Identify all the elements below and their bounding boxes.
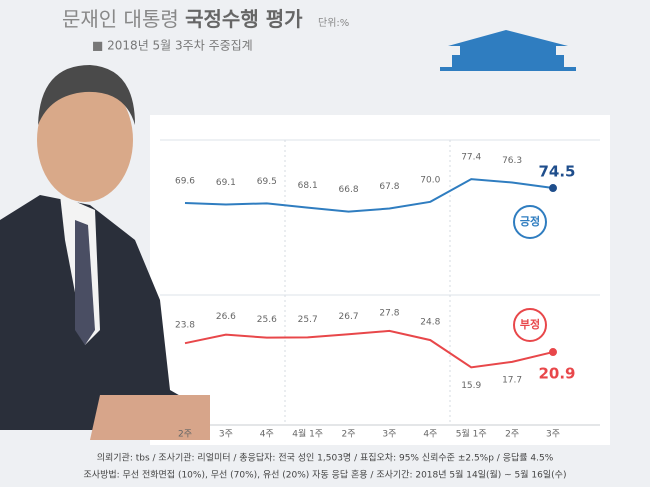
value-label: 69.1 <box>216 178 236 188</box>
point <box>549 184 557 193</box>
value-label: 27.8 <box>379 308 399 318</box>
legend-label: 부정 <box>520 317 540 331</box>
value-label: 20.9 <box>538 365 575 383</box>
value-label: 76.3 <box>502 156 522 166</box>
value-label: 25.6 <box>257 315 277 325</box>
legend-bubble <box>513 308 547 342</box>
value-label: 66.8 <box>339 185 359 195</box>
x-tick-label: 3주 <box>382 429 396 440</box>
x-tick-label: 2주 <box>178 429 192 440</box>
title-bold: 국정수행 평가 <box>185 7 303 31</box>
plot-area <box>150 115 610 445</box>
value-label: 23.8 <box>175 321 195 331</box>
photo <box>0 65 210 440</box>
value-label: 68.1 <box>298 181 318 191</box>
x-tick-label: 3주 <box>219 429 233 440</box>
line <box>184 329 554 369</box>
value-label: 25.7 <box>298 315 318 325</box>
value-label: 24.8 <box>420 318 440 328</box>
x-tick-label: 4주 <box>260 429 274 440</box>
value-label: 77.4 <box>461 153 481 163</box>
value-label: 69.6 <box>175 177 195 187</box>
x-tick-label: 2주 <box>342 429 356 440</box>
value-label: 69.5 <box>257 177 277 187</box>
subtitle: ■ 2018년 5월 3주차 주중집계 <box>92 39 253 53</box>
x-tick-label: 4월 1주 <box>292 428 323 440</box>
x-tick-label: 2주 <box>505 429 519 440</box>
footnote: 의뢰기관: tbs / 조사기관: 리얼미터 / 총응답자: 전국 성인 1,5… <box>97 452 554 464</box>
value-label: 15.9 <box>461 381 481 391</box>
x-tick-label: 5월 1주 <box>456 428 487 440</box>
logo <box>440 30 576 71</box>
x-tick-label: 4주 <box>423 429 437 440</box>
value-label: 74.5 <box>538 163 575 181</box>
point <box>549 348 557 357</box>
footnote: 조사방법: 무선 전화면접 (10%), 무선 (70%), 유선 (20%) … <box>84 469 567 481</box>
chart-title: 문재인 대통령 국정수행 평가 <box>62 7 303 31</box>
legend-label: 긍정 <box>520 214 540 228</box>
unit: 단위:% <box>318 16 349 29</box>
x-tick-label: 3주 <box>546 429 560 440</box>
value-label: 26.6 <box>216 312 236 322</box>
value-label: 67.8 <box>379 182 399 192</box>
value-label: 70.0 <box>420 175 440 185</box>
title-part: 문재인 대통령 <box>62 7 185 31</box>
value-label: 17.7 <box>502 375 522 385</box>
value-label: 26.7 <box>339 312 359 322</box>
legend-bubble <box>513 205 547 239</box>
line <box>184 178 554 213</box>
